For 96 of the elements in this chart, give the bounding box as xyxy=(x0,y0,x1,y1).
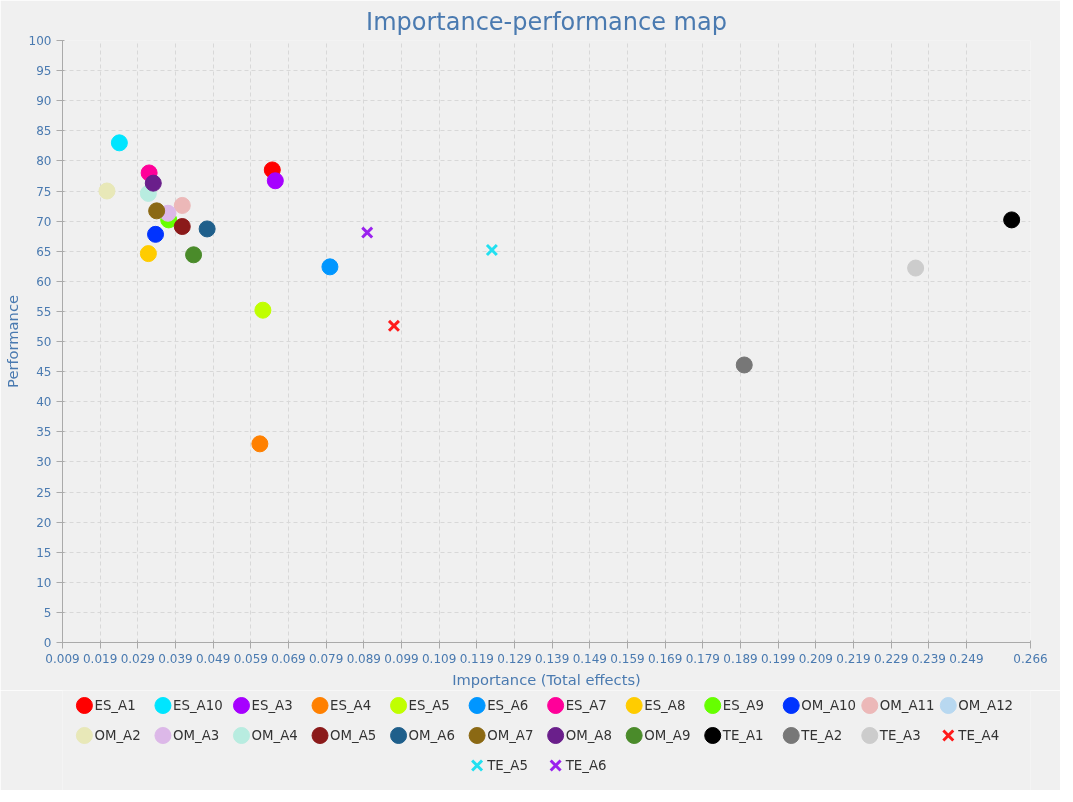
x-tick-label: 0.179 xyxy=(685,651,720,666)
x-tick-label: 0.099 xyxy=(384,651,419,666)
x-tick-label: 0.119 xyxy=(459,651,494,666)
legend-label: OM_A2 xyxy=(94,728,141,743)
x-tick-label: 0.129 xyxy=(497,651,532,666)
y-tick-label: 60 xyxy=(36,274,52,289)
x-tick-label: 0.029 xyxy=(120,651,156,666)
legend-label: ES_A10 xyxy=(173,698,223,713)
y-tick-label: 95 xyxy=(36,64,52,79)
legend-label: TE_A5 xyxy=(486,758,528,773)
y-tick-label: 55 xyxy=(36,304,52,319)
point xyxy=(360,226,374,239)
legend-label: TE_A6 xyxy=(564,758,607,773)
y-tick-label: 5 xyxy=(43,605,52,620)
chart-title: Importance-performance map xyxy=(366,7,727,36)
x-tick-label: 0.149 xyxy=(572,651,607,666)
legend-label: ES_A9 xyxy=(722,698,764,713)
x-tick-label: 0.249 xyxy=(949,651,984,666)
point xyxy=(387,319,401,333)
legend-label: OM_A12 xyxy=(958,698,1014,713)
point xyxy=(148,202,166,220)
x-tick-label: 0.139 xyxy=(534,651,570,666)
legend-label: TE_A2 xyxy=(800,728,843,743)
point xyxy=(251,435,269,453)
point xyxy=(98,182,116,200)
y-tick-label: 30 xyxy=(36,455,52,470)
legend-label: OM_A4 xyxy=(251,728,298,743)
y-tick-label: 100 xyxy=(28,34,52,48)
y-tick-label: 10 xyxy=(36,575,52,590)
legend-label: OM_A6 xyxy=(408,728,455,743)
x-tick-label: 0.009 xyxy=(45,651,80,666)
y-tick-label: 0 xyxy=(43,636,52,650)
point xyxy=(907,259,925,277)
point xyxy=(173,218,191,235)
y-tick-label: 75 xyxy=(36,184,52,199)
x-tick-label: 0.079 xyxy=(308,651,344,666)
legend-label: TE_A3 xyxy=(878,728,921,743)
x-tick-label: 0.189 xyxy=(723,651,758,666)
legend-label: ES_A7 xyxy=(565,698,607,713)
y-tick-label: 45 xyxy=(36,365,52,380)
x-tick-label: 0.059 xyxy=(233,651,269,666)
legend-label: OM_A5 xyxy=(330,728,377,743)
x-tick-label: 0.069 xyxy=(271,651,306,666)
x-tick-label: 0.266 xyxy=(1013,651,1048,666)
point xyxy=(735,356,753,374)
legend-label: ES_A6 xyxy=(487,698,529,713)
point xyxy=(144,174,162,192)
point xyxy=(266,172,284,190)
legend-label: ES_A5 xyxy=(408,698,450,713)
y-tick-label: 15 xyxy=(36,545,52,560)
legend-label: OM_A10 xyxy=(801,698,857,713)
legend-label: TE_A4 xyxy=(957,728,1000,743)
x-tick-label: 0.039 xyxy=(158,651,193,666)
legend-label: OM_A8 xyxy=(565,728,612,743)
point xyxy=(147,225,165,243)
point xyxy=(198,220,216,238)
legend-label: OM_A3 xyxy=(173,728,220,743)
y-axis-title: Performance xyxy=(3,295,21,388)
legend-label: TE_A1 xyxy=(721,728,764,743)
legend-label: OM_A11 xyxy=(879,698,935,713)
x-tick-label: 0.159 xyxy=(610,651,645,666)
point xyxy=(254,301,272,319)
point xyxy=(485,243,499,257)
point xyxy=(139,245,157,263)
y-tick-label: 50 xyxy=(36,335,52,349)
point xyxy=(110,134,128,152)
point xyxy=(1003,211,1021,229)
x-tick-label: 0.239 xyxy=(911,651,946,666)
y-tick-label: 90 xyxy=(36,94,52,109)
y-tick-label: 25 xyxy=(36,485,52,500)
x-tick-label: 0.109 xyxy=(421,651,457,666)
legend-label: ES_A1 xyxy=(94,698,136,713)
x-tick-label: 0.229 xyxy=(873,651,909,666)
legend-label: ES_A4 xyxy=(330,698,372,713)
y-tick-label: 85 xyxy=(36,124,52,139)
point xyxy=(185,246,203,264)
point xyxy=(321,258,339,276)
y-tick-label: 20 xyxy=(36,515,52,530)
x-tick-label: 0.169 xyxy=(647,651,683,666)
x-tick-label: 0.089 xyxy=(346,651,382,666)
x-tick-label: 0.019 xyxy=(82,651,118,666)
legend-label: OM_A9 xyxy=(644,728,691,743)
y-tick-label: 70 xyxy=(36,214,52,229)
y-tick-label: 40 xyxy=(36,395,52,410)
legend-label: ES_A3 xyxy=(251,698,293,713)
legend-label: OM_A7 xyxy=(487,728,534,743)
x-tick-label: 0.049 xyxy=(195,651,231,666)
x-tick-label: 0.209 xyxy=(798,651,833,666)
point xyxy=(173,196,191,214)
y-tick-label: 80 xyxy=(36,154,52,169)
x-tick-label: 0.219 xyxy=(836,651,871,666)
legend-label: ES_A8 xyxy=(644,698,686,713)
x-tick-label: 0.199 xyxy=(760,651,796,666)
y-tick-label: 65 xyxy=(36,244,52,259)
x-axis-title: Importance (Total effects) xyxy=(452,670,641,688)
y-tick-label: 35 xyxy=(36,425,52,440)
